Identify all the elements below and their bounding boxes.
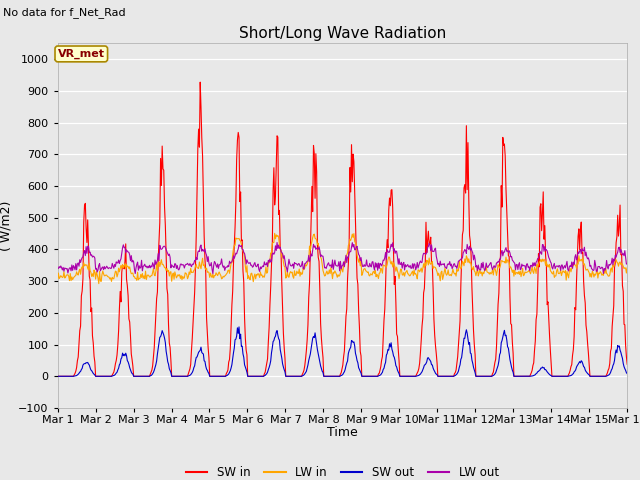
Text: No data for f_Net_Rad: No data for f_Net_Rad [3,7,126,18]
Y-axis label: ( W/m2): ( W/m2) [0,201,13,251]
Legend: SW in, LW in, SW out, LW out: SW in, LW in, SW out, LW out [181,461,504,480]
Title: Short/Long Wave Radiation: Short/Long Wave Radiation [239,25,446,41]
Text: VR_met: VR_met [58,49,105,59]
X-axis label: Time: Time [327,426,358,439]
